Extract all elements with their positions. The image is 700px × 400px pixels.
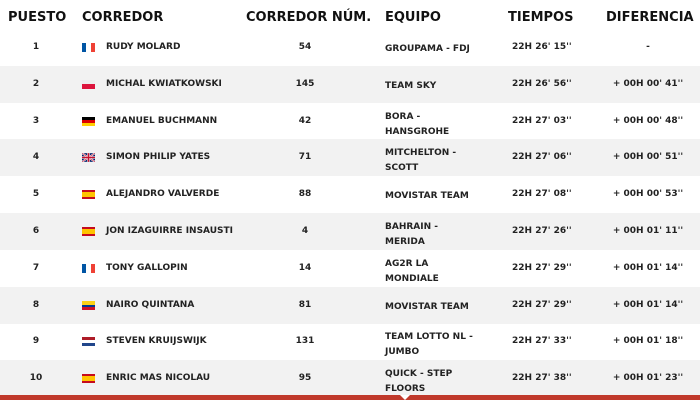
rider-name: SIMON PHILIP YATES — [106, 152, 211, 163]
header-corredor-num: CORREDOR NÚM. — [246, 10, 372, 25]
time-difference: + 00H 00' 51'' — [612, 152, 684, 163]
time-difference: + 00H 01' 14'' — [612, 262, 684, 273]
time: 22H 27' 29'' — [512, 299, 572, 310]
header-puesto: PUESTO — [8, 10, 67, 25]
rider-number: 4 — [301, 226, 309, 236]
flag-france-icon — [82, 43, 95, 52]
team-name: MITCHELTON - SCOTT — [385, 148, 457, 174]
position: 1 — [32, 42, 40, 52]
team-name: BORA - HANSGROHE — [385, 111, 450, 137]
rider-name: NAIRO QUINTANA — [106, 299, 195, 310]
time-difference: + 00H 01' 11'' — [612, 226, 684, 236]
rider-number: 14 — [298, 262, 312, 273]
rider-name: STEVEN KRUIJSWIJK — [106, 336, 207, 347]
team-name: QUICK - STEP FLOORS — [385, 369, 453, 395]
time: 22H 27' 03'' — [512, 115, 572, 126]
rider-number: 145 — [295, 78, 315, 89]
time: 22H 26' 15'' — [512, 42, 572, 52]
time-difference: + 00H 00' 48'' — [612, 115, 684, 126]
rider-name: TONY GALLOPIN — [106, 262, 188, 273]
time: 22H 27' 33'' — [512, 336, 572, 347]
rider-number: 88 — [298, 189, 312, 200]
team-name: MOVISTAR TEAM — [385, 191, 469, 202]
team-name: BAHRAIN - MERIDA — [385, 222, 439, 247]
time: 22H 27' 08'' — [512, 189, 572, 200]
time-difference: + 00H 01' 23'' — [612, 373, 684, 384]
time-difference: + 00H 00' 53'' — [612, 189, 684, 200]
team-name: GROUPAMA - FDJ — [385, 44, 470, 54]
table-row: 5 ALEJANDRO VALVERDE 88 MOVISTAR TEAM 22… — [0, 176, 700, 213]
table-row: 3 EMANUEL BUCHMANN 42 BORA - HANSGROHE 2… — [0, 103, 700, 140]
rider-number: 81 — [298, 299, 312, 310]
rider-name: ENRIC MAS NICOLAU — [106, 373, 211, 384]
table-row: 6 JON IZAGUIRRE INSAUSTI 4 BAHRAIN - MER… — [0, 213, 700, 250]
rider-name: RUDY MOLARD — [106, 42, 181, 52]
time: 22H 27' 29'' — [512, 262, 572, 273]
header-tiempos: TIEMPOS — [508, 10, 574, 25]
position: 7 — [32, 262, 40, 273]
table-row: 2 MICHAL KWIATKOWSKI 145 TEAM SKY 22H 26… — [0, 65, 700, 103]
position: 4 — [32, 152, 40, 163]
time-difference: + 00H 00' 41'' — [612, 78, 684, 89]
header-equipo: EQUIPO — [385, 10, 441, 25]
rider-number: 95 — [298, 373, 312, 384]
time: 22H 26' 56'' — [512, 78, 572, 89]
rider-name: ALEJANDRO VALVERDE — [106, 189, 220, 200]
team-name: AG2R LA MONDIALE — [385, 258, 439, 284]
table-row: 4 SIMON PHILIP YATES 71 MITCHELTON - SCO… — [0, 139, 700, 177]
table-header: PUESTO CORREDOR CORREDOR NÚM. EQUIPO TIE… — [0, 0, 700, 29]
table-row: 10 ENRIC MAS NICOLAU 95 QUICK - STEP FLO… — [0, 360, 700, 398]
table-row: 1 RUDY MOLARD 54 GROUPAMA - FDJ 22H 26' … — [0, 29, 700, 66]
position: 2 — [32, 78, 40, 89]
team-name: MOVISTAR TEAM — [385, 301, 469, 312]
time: 22H 27' 06'' — [512, 152, 572, 163]
team-name: TEAM LOTTO NL - JUMBO — [385, 332, 473, 358]
position: 3 — [32, 115, 40, 126]
flag-uk-icon — [82, 153, 95, 163]
flag-germany-icon — [82, 116, 95, 126]
team-name: TEAM SKY — [385, 80, 437, 91]
rider-name: MICHAL KWIATKOWSKI — [106, 78, 222, 89]
time: 22H 27' 26'' — [512, 226, 572, 236]
time-difference: + 00H 01' 14'' — [612, 299, 684, 310]
table-row: 9 STEVEN KRUIJSWIJK 131 TEAM LOTTO NL - … — [0, 323, 700, 360]
flag-spain-icon — [82, 227, 95, 236]
flag-netherlands-icon — [82, 337, 95, 347]
rider-number: 54 — [298, 42, 312, 52]
header-diferencia: DIFERENCIA — [606, 10, 694, 25]
bottom-accent-bar — [0, 395, 700, 400]
rider-name: JON IZAGUIRRE INSAUSTI — [106, 226, 234, 236]
table-row: 8 NAIRO QUINTANA 81 MOVISTAR TEAM 22H 27… — [0, 286, 700, 324]
position: 9 — [32, 336, 40, 347]
flag-poland-icon — [82, 79, 95, 89]
rider-number: 42 — [298, 115, 312, 126]
flag-spain-icon — [82, 190, 95, 200]
flag-france-icon — [82, 263, 95, 273]
rider-name: EMANUEL BUCHMANN — [106, 115, 218, 126]
position: 5 — [32, 189, 40, 200]
bar-notch — [400, 395, 410, 400]
position: 8 — [32, 299, 40, 310]
time-difference: - — [646, 42, 650, 52]
time-difference: + 00H 01' 18'' — [612, 336, 684, 347]
rider-number: 131 — [295, 336, 315, 347]
table-row: 7 TONY GALLOPIN 14 AG2R LA MONDIALE 22H … — [0, 250, 700, 287]
time: 22H 27' 38'' — [512, 373, 572, 384]
position: 10 — [29, 373, 43, 384]
flag-colombia-icon — [82, 300, 95, 310]
rider-number: 71 — [298, 152, 312, 163]
header-corredor: CORREDOR — [82, 10, 164, 25]
flag-spain-icon — [82, 374, 95, 384]
position: 6 — [32, 226, 40, 236]
